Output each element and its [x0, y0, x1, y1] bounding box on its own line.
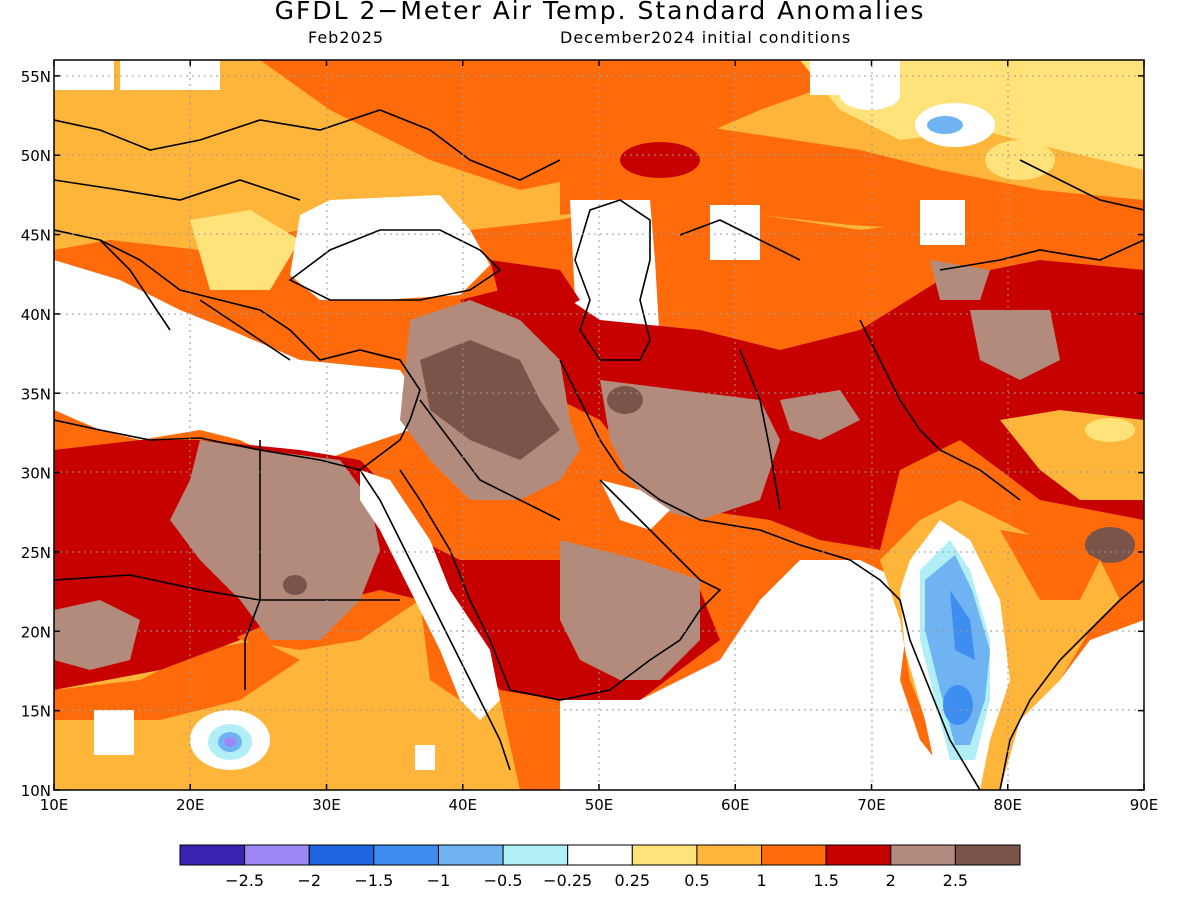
- colorbar-label: 2: [886, 871, 896, 890]
- y-tick-label: 30N: [21, 465, 51, 483]
- coastlines: [54, 109, 1144, 790]
- axis-ticks: 10E 20E 30E 40E 50E 60E 70E 80E 90E 10N 15N 20N 25N 3…: [21, 60, 1159, 814]
- x-tick-label: 50E: [585, 796, 614, 814]
- colorbar-swatch: [696, 844, 763, 866]
- x-tick-label: 90E: [1130, 796, 1159, 814]
- colorbar-swatch: [244, 844, 310, 866]
- colorbar-swatch: [631, 844, 698, 866]
- x-tick-label: 30E: [312, 796, 341, 814]
- forecast-month: Feb2025: [308, 28, 385, 47]
- map-title: GFDL 2−Meter Air Temp. Standard Anomalie…: [274, 0, 926, 25]
- y-tick-label: 20N: [21, 623, 51, 641]
- colorbar: −2.5 −2 −1.5 −1 −0.5 −0.25 0.25 0.5 1 1.5 2 2.5: [179, 844, 1021, 890]
- colorbar-label: 2.5: [943, 871, 968, 890]
- y-tick-label: 35N: [21, 385, 51, 403]
- initial-conditions: December2024 initial conditions: [560, 28, 852, 47]
- colorbar-swatch: [825, 844, 892, 866]
- anomaly-field: [54, 60, 1144, 790]
- y-tick-label: 50N: [21, 147, 51, 165]
- gridlines: [54, 60, 1144, 790]
- colorbar-swatch: [761, 844, 827, 866]
- y-tick-label: 40N: [21, 306, 51, 324]
- y-tick-label: 25N: [21, 544, 51, 562]
- x-tick-label: 20E: [176, 796, 205, 814]
- colorbar-label: 1: [756, 871, 766, 890]
- colorbar-swatch: [502, 844, 569, 866]
- colorbar-label: −2: [297, 871, 321, 890]
- y-tick-label: 55N: [21, 68, 51, 86]
- colorbar-swatch: [567, 844, 633, 866]
- x-tick-label: 40E: [448, 796, 477, 814]
- colorbar-label: 0.25: [614, 871, 650, 890]
- y-tick-label: 15N: [21, 703, 51, 721]
- colorbar-label: −2.5: [225, 871, 264, 890]
- colorbar-swatch: [954, 844, 1021, 866]
- colorbar-label: −0.25: [543, 871, 592, 890]
- x-tick-label: 70E: [857, 796, 886, 814]
- x-tick-label: 60E: [721, 796, 750, 814]
- colorbar-label: 1.5: [813, 871, 838, 890]
- colorbar-label: −1.5: [354, 871, 393, 890]
- colorbar-swatch: [179, 844, 246, 866]
- colorbar-label: −0.5: [484, 871, 523, 890]
- y-tick-label: 45N: [21, 227, 51, 245]
- colorbar-label: 0.5: [684, 871, 709, 890]
- colorbar-swatch: [373, 844, 439, 866]
- colorbar-swatch: [308, 844, 375, 866]
- x-tick-label: 10E: [40, 796, 69, 814]
- colorbar-swatch: [437, 844, 504, 866]
- colorbar-swatch: [890, 844, 956, 866]
- colorbar-label: −1: [427, 871, 451, 890]
- x-tick-label: 80E: [993, 796, 1022, 814]
- y-tick-label: 10N: [21, 782, 51, 800]
